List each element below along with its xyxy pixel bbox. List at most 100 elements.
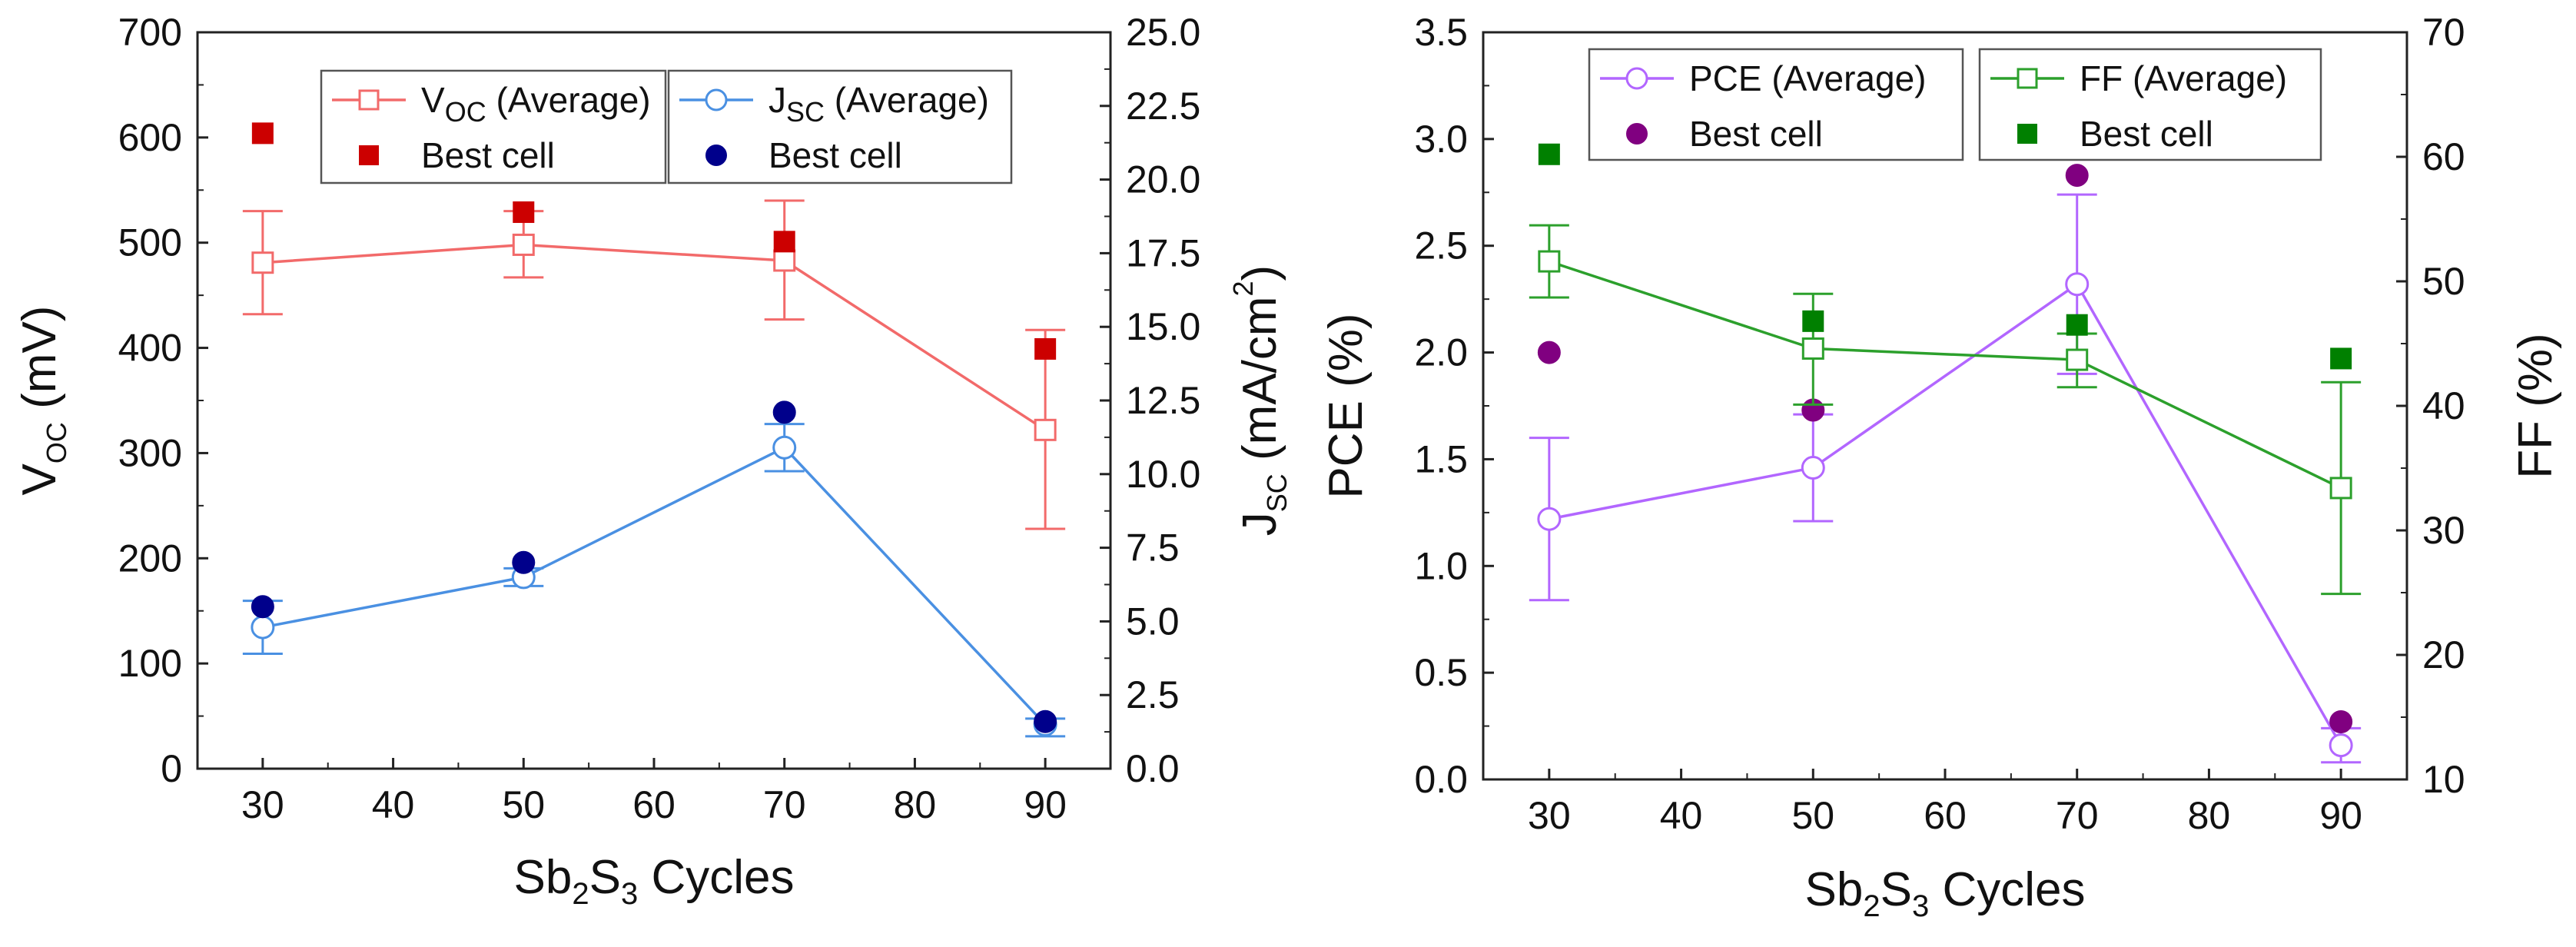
left-data-point xyxy=(772,435,797,460)
right-y2-tick-label: 50 xyxy=(2422,260,2465,303)
left-y-tick-label: 200 xyxy=(118,537,182,580)
left-legend-marker xyxy=(705,88,728,111)
right-y2-tick-label: 10 xyxy=(2422,758,2465,801)
left-legend-marker xyxy=(358,89,380,111)
right-data-point xyxy=(2066,348,2089,371)
right-data-point xyxy=(1801,456,1825,480)
right-legend-marker xyxy=(2017,68,2038,89)
left-y2-tick-label: 5.0 xyxy=(1126,600,1180,643)
left-legend-label: JSC (Average) xyxy=(768,80,989,128)
left-y2-tick-label: 17.5 xyxy=(1126,231,1200,274)
left-data-point xyxy=(773,249,796,272)
right-y2-tick-label: 20 xyxy=(2422,633,2465,676)
right-y-tick-label: 3.0 xyxy=(1414,118,1468,161)
left-legend-label: Best cell xyxy=(421,135,555,175)
left-legend-box xyxy=(667,69,1013,184)
right-y2-tick-label: 30 xyxy=(2422,509,2465,552)
right-data-point xyxy=(2329,710,2353,734)
right-y-tick-label: 1.0 xyxy=(1414,544,1468,587)
right-data-point xyxy=(2329,477,2352,500)
right-x-tick-label: 60 xyxy=(1924,794,1967,837)
left-y-tick-label: 100 xyxy=(118,642,182,685)
right-y-tick-label: 3.5 xyxy=(1414,11,1468,54)
right-x-tick-label: 40 xyxy=(1660,794,1703,837)
left-panel: 30 40 50 60 70 80 90 0 100 200 300 400 500 600 700 0.0 2… xyxy=(13,11,1293,911)
left-legend-2: JSC (Average) Best cell xyxy=(667,69,1013,184)
right-data-point xyxy=(1801,337,1824,360)
left-y2-tick-label: 0.0 xyxy=(1126,747,1180,790)
right-legend-label: Best cell xyxy=(1689,114,1823,154)
left-y-tick-label: 600 xyxy=(118,116,182,159)
left-data-point xyxy=(251,122,274,145)
right-series-2 xyxy=(1529,224,2362,596)
left-data-point xyxy=(1034,337,1057,360)
left-y2-tick-label: 12.5 xyxy=(1126,379,1200,422)
right-y-tick-label: 2.0 xyxy=(1414,331,1468,374)
right-x-tick-label: 80 xyxy=(2188,794,2231,837)
right-y2-tick-label: 60 xyxy=(2422,135,2465,178)
left-y-tick-label: 0 xyxy=(161,747,182,790)
right-panel: 30 40 50 60 70 80 90 0.0 0.5 1.0 1.5 2.0 2.5 3.0 3.5 10… xyxy=(1320,11,2562,923)
left-data-point xyxy=(512,550,536,574)
left-data-point xyxy=(772,400,796,424)
right-data-point xyxy=(1538,143,1560,165)
right-series-line xyxy=(1549,282,2342,746)
left-y-tick-label: 300 xyxy=(118,431,182,474)
left-y-tick-label: 500 xyxy=(118,221,182,264)
left-legend-label: VOC (Average) xyxy=(421,80,651,128)
left-series-line xyxy=(262,446,1047,726)
left-y2-axis-title: JSC (mA/cm2) xyxy=(1227,265,1293,536)
right-x-tick-label: 70 xyxy=(2056,794,2099,837)
right-series-3 xyxy=(1538,143,2352,370)
right-legend-box xyxy=(1588,48,1964,161)
left-legend-marker xyxy=(705,145,727,166)
right-x-tick-label: 30 xyxy=(1528,794,1571,837)
left-y2-tick-label: 7.5 xyxy=(1126,527,1180,570)
left-y2-tick-label: 22.5 xyxy=(1126,85,1200,128)
right-legend-label: Best cell xyxy=(2080,114,2213,154)
right-legend-marker xyxy=(1625,67,1648,90)
left-data-point xyxy=(251,251,274,274)
right-y-axis-title: PCE (%) xyxy=(1320,313,1373,498)
right-series-1 xyxy=(1537,164,2353,734)
right-legend-label: PCE (Average) xyxy=(1689,58,1927,98)
left-legend-label: Best cell xyxy=(768,135,902,175)
right-data-point xyxy=(2065,164,2089,188)
left-series-3 xyxy=(251,400,1057,733)
left-y-axis-title: VOC (mV) xyxy=(13,306,72,496)
right-legend-1: PCE (Average) Best cell xyxy=(1588,48,1964,161)
right-y-tick-label: 0.5 xyxy=(1414,651,1468,694)
right-data-point xyxy=(2329,733,2353,758)
left-legend-1: VOC (Average) Best cell xyxy=(320,69,667,184)
left-data-point xyxy=(251,595,274,619)
left-series-2 xyxy=(242,423,1066,738)
left-data-point xyxy=(513,201,535,224)
right-y-tick-label: 2.5 xyxy=(1414,224,1468,267)
right-series-0 xyxy=(1529,193,2362,764)
left-y2-tick-label: 25.0 xyxy=(1126,11,1200,54)
left-y2-tick-label: 10.0 xyxy=(1126,453,1200,496)
left-x-tick-label: 50 xyxy=(502,783,545,826)
left-y-tick-label: 400 xyxy=(118,327,182,370)
right-y2-tick-label: 70 xyxy=(2422,11,2465,54)
right-data-point xyxy=(1537,507,1562,531)
left-series-1 xyxy=(251,122,1057,360)
right-data-point xyxy=(2066,314,2088,336)
right-data-point xyxy=(1802,310,1824,332)
right-series-line xyxy=(1549,260,2342,490)
right-legend-marker xyxy=(2017,124,2037,144)
left-x-tick-label: 60 xyxy=(632,783,676,826)
left-y2-tick-label: 15.0 xyxy=(1126,305,1200,348)
left-legend-marker xyxy=(359,145,379,165)
left-series-0 xyxy=(242,199,1066,530)
left-data-point xyxy=(1034,709,1057,733)
right-legend-label: FF (Average) xyxy=(2080,58,2287,98)
right-y2-axis-title: FF (%) xyxy=(2509,333,2562,478)
left-y-tick-label: 700 xyxy=(118,11,182,54)
left-data-point xyxy=(512,233,535,256)
left-data-point xyxy=(773,231,795,253)
right-y-tick-label: 0.0 xyxy=(1414,758,1468,801)
right-data-point xyxy=(2330,347,2352,370)
left-x-tick-label: 70 xyxy=(763,783,806,826)
left-y2-tick-label: 20.0 xyxy=(1126,158,1200,201)
